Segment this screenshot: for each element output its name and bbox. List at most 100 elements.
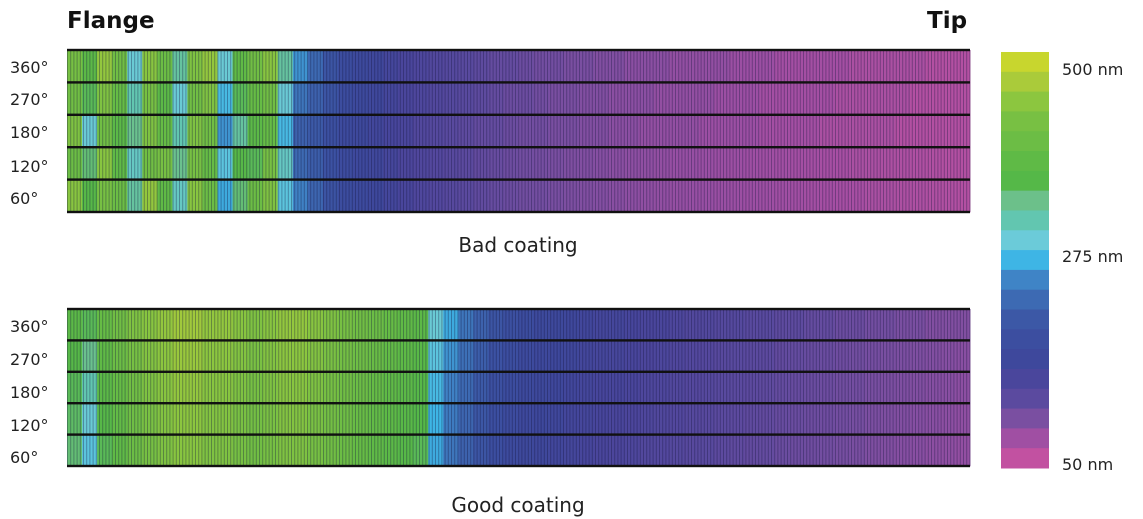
heatmap-cell: [518, 50, 534, 83]
heatmap-cell: [127, 340, 143, 373]
heatmap-cell: [503, 371, 519, 404]
heatmap-cell: [262, 114, 279, 148]
heatmap-cell: [413, 340, 429, 373]
heatmap-cell: [533, 147, 549, 180]
scan-stripe: [899, 309, 900, 466]
scan-stripe: [303, 50, 305, 212]
scan-stripe: [143, 50, 145, 212]
scan-stripe: [876, 309, 878, 466]
scan-stripe: [307, 50, 308, 212]
scan-stripe: [329, 50, 331, 212]
scan-stripe: [604, 50, 606, 212]
heatmap-cell: [563, 371, 580, 404]
heatmap-cell: [428, 371, 444, 404]
scan-stripe: [559, 50, 561, 212]
scan-stripe: [95, 50, 97, 212]
scan-stripe: [553, 309, 555, 466]
heatmap-cell: [774, 340, 790, 373]
scan-stripe: [857, 50, 859, 212]
heatmap-cell: [623, 340, 640, 373]
scan-stripe: [809, 50, 811, 212]
heatmap-cell: [774, 179, 790, 213]
scan-stripe: [940, 309, 942, 466]
heatmap-cell: [232, 403, 248, 435]
heatmap-cell: [337, 434, 354, 467]
scan-stripe: [655, 50, 657, 212]
scan-stripe: [636, 309, 638, 466]
heatmap-cell: [383, 179, 399, 213]
heatmap-cell: [443, 434, 459, 467]
heatmap-cell: [187, 309, 203, 341]
heatmap-cell: [232, 371, 248, 404]
heatmap-cell: [232, 82, 248, 116]
scan-stripe: [118, 309, 120, 466]
heatmap-cell: [894, 403, 911, 435]
heatmap-cell: [939, 309, 956, 341]
scan-stripe: [339, 50, 340, 212]
heatmap-cell: [67, 340, 83, 373]
heatmap-cell: [593, 434, 610, 467]
scan-stripe: [777, 309, 779, 466]
scan-stripe: [540, 50, 542, 212]
scan-stripe: [950, 50, 952, 212]
scan-stripe: [652, 50, 654, 212]
scan-stripe: [902, 309, 904, 466]
heatmap-cell: [684, 114, 700, 148]
heatmap-cell: [232, 309, 248, 341]
scan-stripe: [255, 50, 257, 212]
legend-swatch: [1001, 269, 1049, 291]
scan-stripe: [294, 309, 296, 466]
scan-stripe: [681, 50, 683, 212]
bottom-y-tick: 60°: [10, 448, 39, 467]
scan-stripe: [627, 50, 628, 212]
scan-stripe: [348, 309, 350, 466]
scan-stripe: [767, 309, 769, 466]
scan-stripe: [159, 309, 161, 466]
scan-stripe: [732, 50, 734, 212]
legend-swatch: [1001, 91, 1049, 112]
heatmap-cell: [187, 340, 203, 373]
heatmap-cell: [488, 309, 504, 341]
heatmap-cell: [653, 434, 670, 467]
scan-stripe: [294, 50, 296, 212]
heatmap-cell: [894, 434, 911, 467]
scan-stripe: [166, 50, 168, 212]
heatmap-cell: [653, 82, 670, 116]
scan-stripe: [851, 309, 852, 466]
heatmap-cell: [789, 147, 805, 180]
scan-stripe: [681, 309, 683, 466]
scan-stripe: [748, 50, 750, 212]
scan-stripe: [787, 309, 788, 466]
heatmap-cell: [849, 82, 866, 116]
heatmap-cell: [714, 82, 730, 116]
heatmap-cell: [864, 114, 881, 148]
scan-stripe: [700, 50, 702, 212]
scan-stripe: [153, 50, 155, 212]
heatmap-cell: [518, 434, 534, 467]
top-y-tick: 120°: [10, 157, 49, 176]
scan-stripe: [137, 309, 139, 466]
heatmap-cell: [157, 147, 173, 180]
scan-stripe: [185, 309, 187, 466]
scan-stripe: [444, 309, 446, 466]
heatmap-cell: [307, 114, 324, 148]
scan-stripe: [463, 50, 465, 212]
scan-stripe: [524, 309, 526, 466]
heatmap-cell: [714, 50, 730, 83]
scan-stripe: [915, 50, 916, 212]
heatmap-cell: [292, 434, 309, 467]
heatmap-cell: [127, 147, 143, 180]
scan-stripe: [905, 309, 907, 466]
heatmap-cell: [954, 82, 971, 116]
scan-stripe: [566, 309, 568, 466]
row-separator: [67, 370, 970, 373]
scan-stripe: [310, 309, 312, 466]
heatmap-cell: [127, 403, 143, 435]
heatmap-cell: [187, 434, 203, 467]
heatmap-cell: [834, 340, 850, 373]
heatmap-cell: [352, 82, 369, 116]
scan-stripe: [67, 50, 68, 212]
heatmap-cell: [608, 434, 625, 467]
heatmap-cell: [789, 403, 805, 435]
heatmap-cell: [804, 371, 820, 404]
